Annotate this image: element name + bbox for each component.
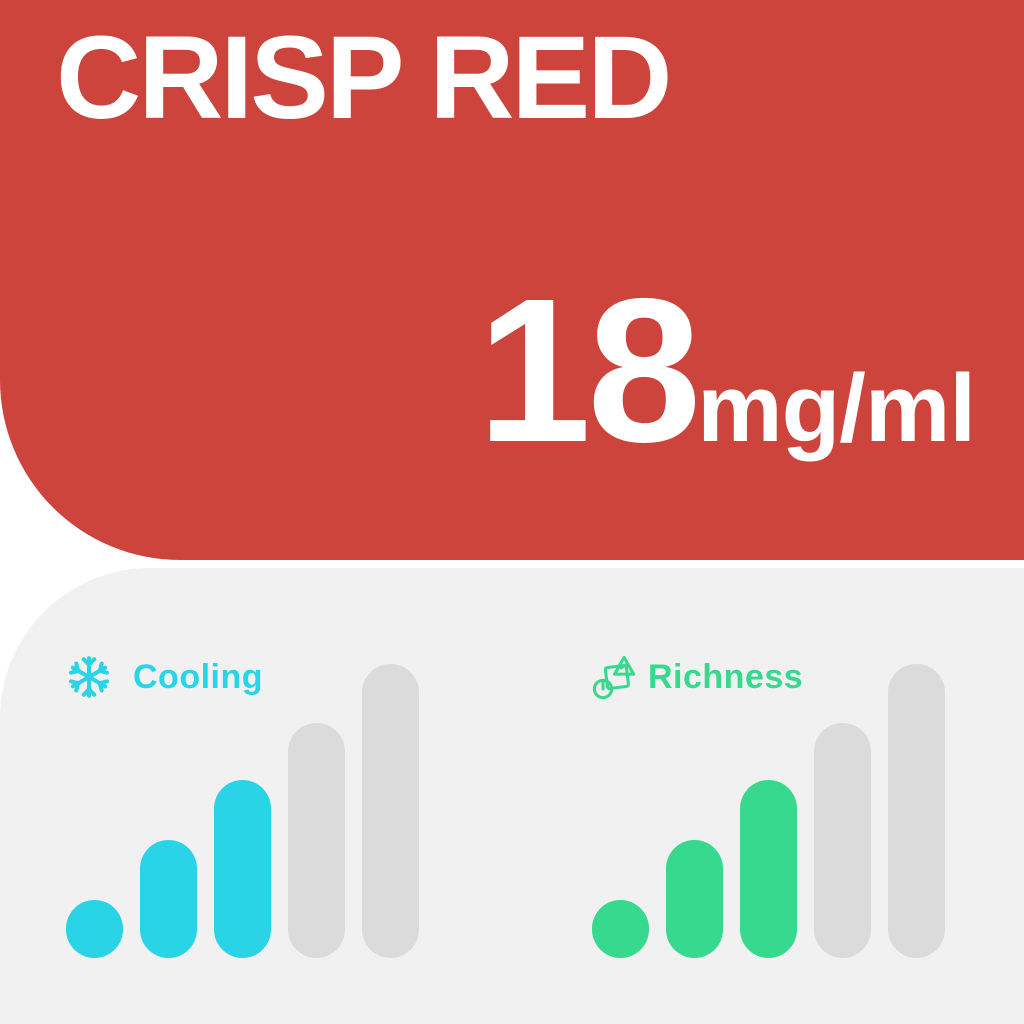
flavor-banner: CRISP RED 18 mg/ml (0, 0, 1024, 560)
level-bar (140, 840, 197, 958)
level-bar (66, 900, 123, 958)
level-bar (888, 664, 945, 958)
level-bar (814, 723, 871, 958)
level-bar (214, 780, 271, 958)
richness-level-bars (592, 664, 945, 958)
level-bar (666, 840, 723, 958)
level-bar (288, 723, 345, 958)
cooling-stat: Cooling (66, 652, 420, 962)
cooling-level-bars (66, 664, 419, 958)
level-bar (592, 900, 649, 958)
richness-stat: Richness (592, 652, 946, 962)
strength-unit: mg/ml (697, 355, 976, 462)
shapes-icon (592, 652, 638, 702)
level-bar (740, 780, 797, 958)
level-bar (362, 664, 419, 958)
richness-label: Richness (648, 658, 804, 696)
flavor-name: CRISP RED (56, 12, 672, 144)
cooling-label: Cooling (133, 658, 264, 696)
stats-panel: Cooling Richness (0, 568, 1024, 1024)
nicotine-strength: 18 mg/ml (477, 256, 976, 485)
strength-value: 18 (477, 256, 701, 485)
